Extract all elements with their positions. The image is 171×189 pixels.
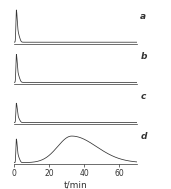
Text: b: b (140, 52, 147, 61)
Text: a: a (140, 12, 146, 21)
Text: c: c (140, 92, 146, 101)
Text: d: d (140, 132, 147, 141)
X-axis label: t/min: t/min (63, 180, 87, 189)
